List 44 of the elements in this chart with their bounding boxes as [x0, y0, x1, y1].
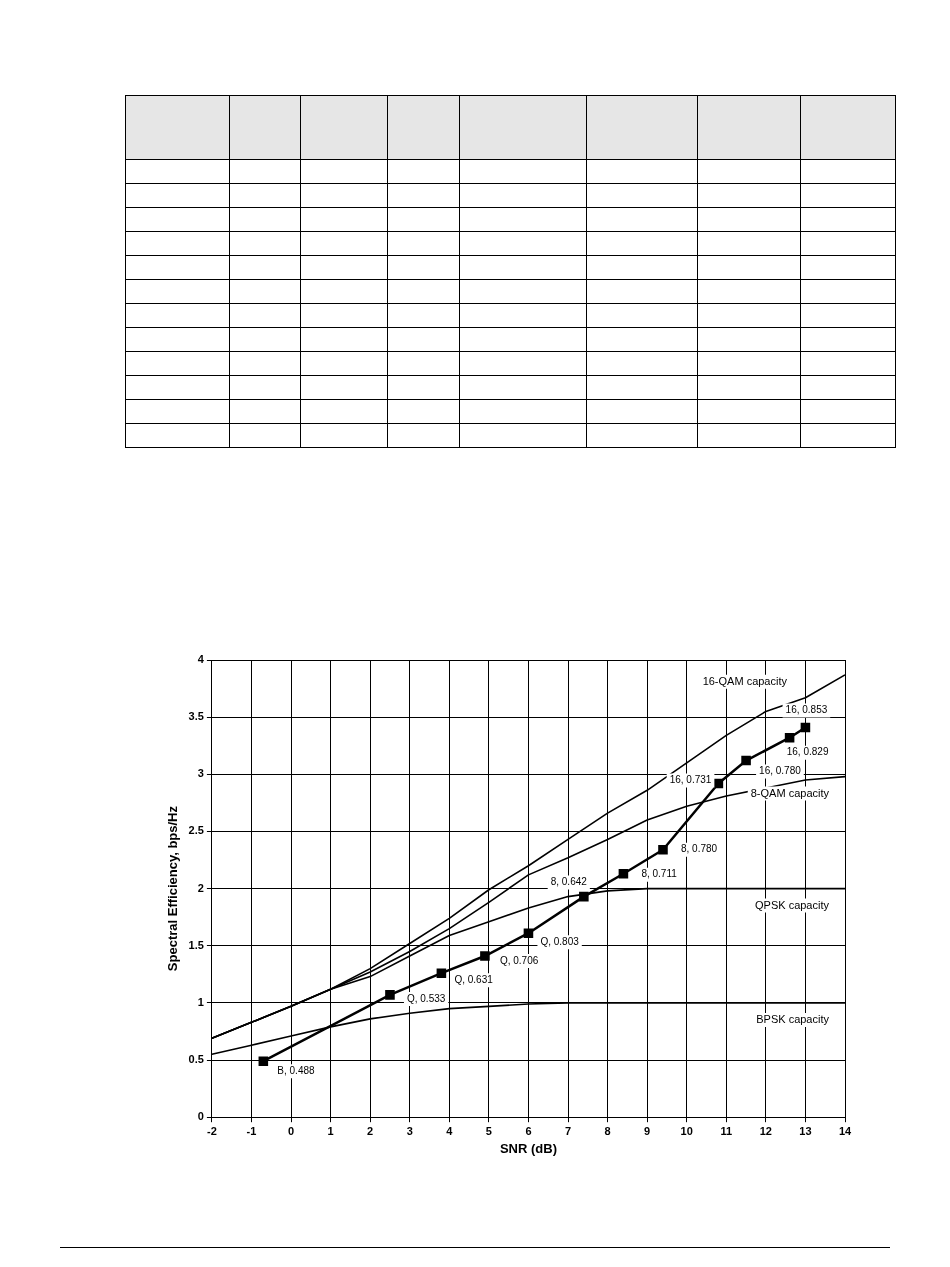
annotation: B, 0.488: [277, 1064, 316, 1076]
x-tick-label: 8: [604, 1124, 611, 1137]
annotation: 16, 0.853: [785, 704, 828, 716]
x-tick-label: -1: [246, 1124, 257, 1137]
x-tick-label: 7: [564, 1124, 572, 1137]
x-tick-label: 1: [327, 1124, 334, 1137]
annotation: 8, 0.711: [641, 868, 678, 880]
x-tick-label: 11: [720, 1124, 733, 1137]
annotation: 16, 0.780: [759, 765, 802, 777]
annotation: 8, 0.642: [550, 876, 588, 888]
x-tick-label: -2: [207, 1124, 217, 1137]
x-tick-label: 12: [759, 1124, 772, 1137]
annotation: 8, 0.780: [680, 843, 718, 855]
x-tick-label: 0: [287, 1124, 295, 1137]
y-tick-label: 3: [197, 767, 204, 780]
annotation: 16, 0.829: [786, 746, 829, 758]
y-axis-title: Spectral Efficiency, bps/Hz: [165, 805, 181, 972]
x-tick-label: 4: [446, 1124, 454, 1137]
x-axis-title: SNR (dB): [499, 1140, 557, 1156]
x-tick-label: 2: [367, 1124, 374, 1137]
series-label: 16-QAM capacity: [702, 674, 788, 687]
annotation: Q, 0.803: [540, 935, 580, 947]
annotation: Q, 0.706: [499, 954, 539, 966]
y-tick-label: 0.5: [188, 1053, 204, 1066]
y-tick-label: 3.5: [188, 710, 204, 723]
annotation: Q, 0.631: [454, 973, 494, 985]
y-tick-label: 4: [197, 653, 205, 666]
x-tick-label: 6: [525, 1124, 532, 1137]
x-tick-label: 14: [838, 1124, 852, 1137]
y-tick-label: 2.5: [188, 824, 204, 837]
series-label: QPSK capacity: [755, 898, 830, 911]
x-tick-label: 3: [406, 1124, 413, 1137]
series-label: 8-QAM capacity: [750, 786, 830, 799]
x-tick-label: 9: [644, 1124, 651, 1137]
x-tick-label: 5: [485, 1124, 492, 1137]
annotation: 16, 0.731: [669, 774, 712, 786]
series-label: BPSK capacity: [756, 1012, 830, 1025]
y-tick-label: 2: [197, 881, 204, 894]
x-tick-label: 10: [680, 1124, 693, 1137]
y-tick-label: 0: [197, 1110, 204, 1123]
y-tick-label: 1: [197, 995, 204, 1008]
annotation: Q, 0.533: [406, 992, 446, 1004]
x-tick-label: 13: [799, 1124, 812, 1137]
y-tick-label: 1.5: [188, 938, 204, 951]
